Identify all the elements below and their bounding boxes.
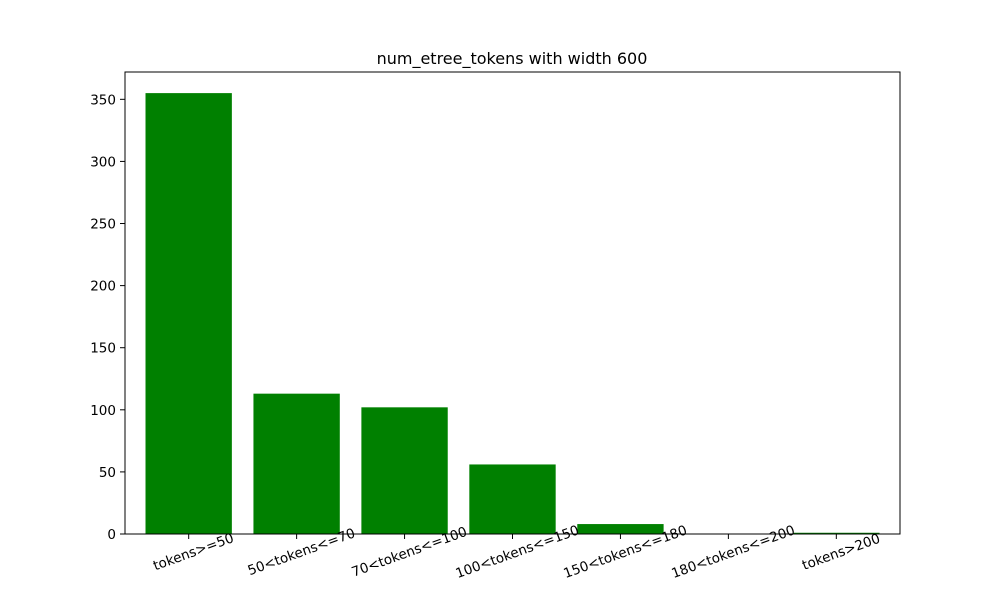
y-tick-label-4: 200 — [90, 279, 116, 295]
y-tick-label-2: 100 — [90, 403, 116, 419]
x-tick-label-5: 180<tokens<=200 — [669, 522, 797, 582]
chart-title: num_etree_tokens with width 600 — [377, 49, 648, 69]
y-tick-label-5: 250 — [90, 217, 116, 233]
bars-group — [145, 93, 880, 534]
bar-0 — [145, 93, 232, 534]
y-tick-label-0: 0 — [107, 527, 116, 543]
bar-6 — [793, 532, 880, 534]
x-tick-label-0: tokens>=50 — [151, 530, 236, 574]
y-axis: 0 50 100 150 200 250 300 350 — [90, 92, 125, 543]
y-tick-label-7: 350 — [90, 92, 116, 108]
bar-1 — [253, 393, 340, 534]
y-tick-label-3: 150 — [90, 341, 116, 357]
plot-frame — [124, 71, 901, 535]
y-tick-label-6: 300 — [90, 154, 116, 170]
y-tick-label-1: 50 — [99, 465, 116, 481]
x-tick-label-6: tokens>200 — [800, 531, 882, 574]
bar-2 — [361, 407, 448, 534]
bar-3 — [469, 464, 556, 534]
bar-4 — [577, 524, 664, 534]
